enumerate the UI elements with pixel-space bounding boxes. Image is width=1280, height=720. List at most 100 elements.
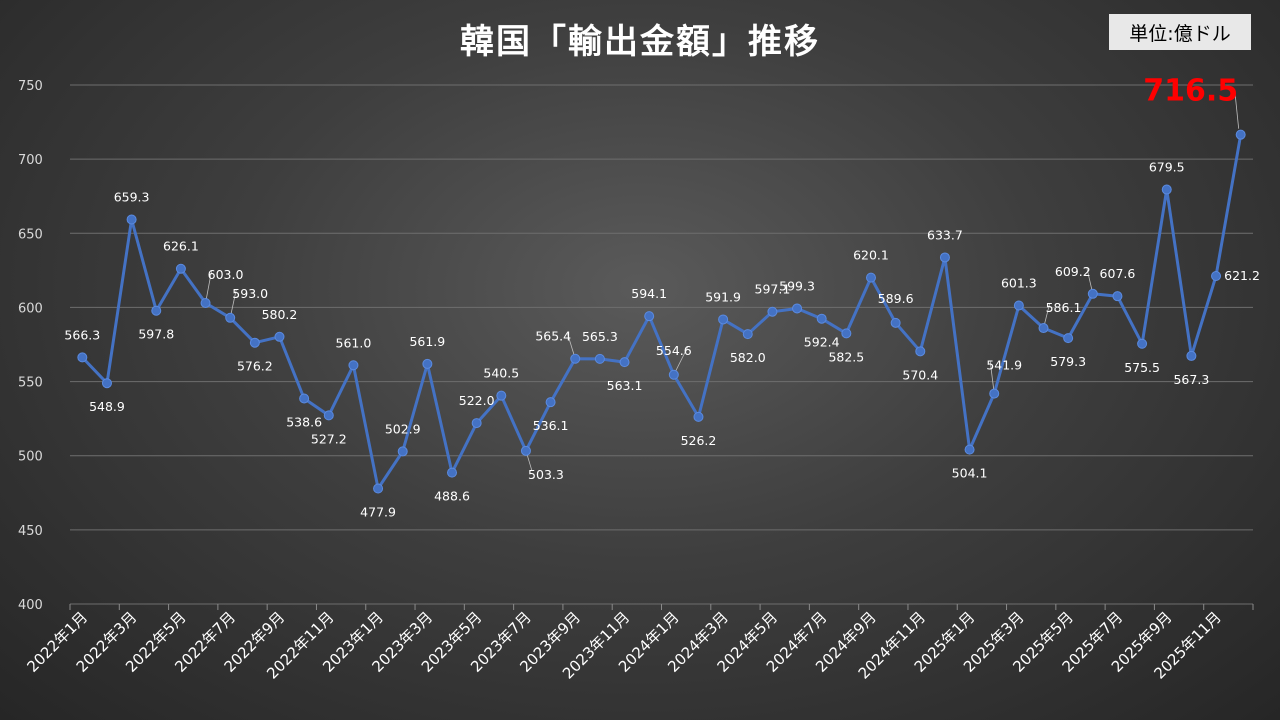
data-point — [151, 305, 162, 316]
y-tick-label: 700 — [18, 153, 43, 168]
label-leaders — [205, 89, 1240, 471]
data-label: 565.4 — [535, 329, 571, 344]
data-point — [570, 353, 581, 364]
data-label: 586.1 — [1046, 300, 1082, 315]
data-point — [742, 329, 753, 340]
data-label: 565.3 — [582, 329, 618, 344]
data-point — [200, 297, 211, 308]
y-tick-label: 650 — [18, 227, 43, 242]
data-point — [1087, 288, 1098, 299]
data-label: 626.1 — [163, 239, 199, 254]
data-label: 526.2 — [681, 433, 717, 448]
data-point — [668, 369, 679, 380]
data-label: 593.0 — [232, 286, 268, 301]
data-point — [989, 388, 1000, 399]
data-point — [249, 337, 260, 348]
data-label: 582.0 — [730, 350, 766, 365]
data-label: 607.6 — [1100, 266, 1136, 281]
data-point — [816, 313, 827, 324]
data-label: 488.6 — [434, 489, 470, 504]
unit-label: 単位:億ドル — [1109, 14, 1251, 50]
data-label: 561.0 — [336, 335, 372, 350]
y-tick-label: 600 — [18, 301, 43, 316]
data-point — [1063, 333, 1074, 344]
data-label: 575.5 — [1124, 360, 1160, 375]
data-point — [718, 314, 729, 325]
data-label: 592.4 — [804, 335, 840, 350]
data-point — [619, 357, 630, 368]
data-point — [299, 393, 310, 404]
data-points — [77, 129, 1246, 494]
data-point — [520, 445, 531, 456]
data-point — [1112, 291, 1123, 302]
data-point — [422, 358, 433, 369]
y-tick-label: 400 — [18, 598, 43, 613]
data-point — [1186, 350, 1197, 361]
data-point — [594, 353, 605, 364]
data-point — [323, 410, 334, 421]
data-label: 633.7 — [927, 227, 963, 242]
data-point — [767, 306, 778, 317]
y-tick-label: 450 — [18, 524, 43, 539]
data-point — [1038, 323, 1049, 334]
data-label: 576.2 — [237, 359, 273, 374]
y-tick-label: 550 — [18, 376, 43, 391]
data-point — [1235, 129, 1246, 140]
data-labels: 566.3 548.9 659.3 597.8 626.1 603.0 593.0 576.2… — [64, 74, 1260, 520]
data-label: 567.3 — [1173, 372, 1209, 387]
data-point — [792, 303, 803, 314]
data-point — [1211, 270, 1222, 281]
highlight-label: 716.5 — [1143, 74, 1238, 109]
data-point — [77, 352, 88, 363]
label-leader-line — [205, 270, 212, 304]
data-point — [865, 272, 876, 283]
data-point — [964, 444, 975, 455]
data-label: 548.9 — [89, 399, 125, 414]
data-point — [373, 483, 384, 494]
data-label: 599.3 — [779, 278, 815, 293]
data-label: 554.6 — [656, 343, 692, 358]
data-point — [890, 317, 901, 328]
data-label: 536.1 — [533, 418, 569, 433]
x-axis-ticks: 2022年1月2022年3月2022年5月2022年7月2022年9月2022年… — [23, 608, 1224, 682]
data-label: 597.8 — [138, 327, 174, 342]
data-point — [274, 331, 285, 342]
data-label: 522.0 — [459, 393, 495, 408]
data-point — [126, 214, 137, 225]
data-label: 503.3 — [528, 467, 564, 482]
gridlines — [69, 84, 1254, 610]
data-point — [447, 467, 458, 478]
data-point — [693, 411, 704, 422]
data-label: 563.1 — [607, 378, 643, 393]
data-label: 580.2 — [262, 307, 298, 322]
data-point — [1137, 338, 1148, 349]
data-point — [496, 390, 507, 401]
y-axis-ticks: 400 450 500 550 600 650 700 750 — [18, 79, 43, 613]
data-label: 597.1 — [755, 282, 791, 297]
data-label: 589.6 — [878, 291, 914, 306]
data-point — [471, 418, 482, 429]
label-leader-line — [1234, 89, 1240, 129]
data-point — [841, 328, 852, 339]
data-label: 582.5 — [828, 349, 864, 364]
data-label: 594.1 — [631, 286, 667, 301]
data-point — [644, 311, 655, 322]
data-point — [1161, 184, 1172, 195]
data-point — [915, 346, 926, 357]
data-label: 603.0 — [208, 267, 244, 282]
data-label: 659.3 — [114, 189, 150, 204]
data-label: 591.9 — [705, 289, 741, 304]
data-point — [175, 263, 186, 274]
data-label: 609.2 — [1055, 264, 1091, 279]
data-point — [397, 446, 408, 457]
data-label: 504.1 — [952, 466, 988, 481]
data-label: 620.1 — [853, 248, 889, 263]
data-label: 566.3 — [64, 327, 100, 342]
data-label: 540.5 — [483, 366, 519, 381]
data-label: 477.9 — [360, 504, 396, 519]
data-label: 579.3 — [1050, 354, 1086, 369]
data-point — [939, 252, 950, 263]
data-label: 502.9 — [385, 421, 421, 436]
chart-title: 韓国「輸出金額」推移 — [460, 22, 820, 62]
